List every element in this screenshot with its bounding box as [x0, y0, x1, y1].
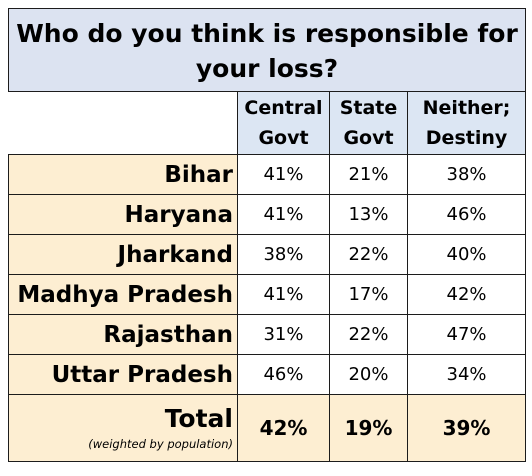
total-label-cell: Total (weighted by population): [8, 394, 238, 462]
value-cell-state-govt: 22%: [329, 234, 408, 275]
table-row: Uttar Pradesh 46% 20% 34%: [8, 354, 527, 395]
row-label: Haryana: [8, 194, 238, 235]
table-row: Haryana 41% 13% 46%: [8, 194, 527, 235]
total-value-central-govt: 42%: [237, 394, 330, 462]
table-row: Rajasthan 31% 22% 47%: [8, 314, 527, 355]
table-row: Bihar 41% 21% 38%: [8, 154, 527, 195]
value-cell-neither-destiny: 42%: [406, 274, 527, 315]
title-row: Who do you think is responsible for your…: [7, 8, 527, 92]
row-label: Madhya Pradesh: [8, 274, 238, 315]
total-note: (weighted by population): [88, 437, 233, 451]
value-cell-neither-destiny: 40%: [406, 234, 527, 275]
value-cell-central-govt: 41%: [237, 274, 330, 315]
value-cell-central-govt: 41%: [237, 194, 330, 235]
value-cell-neither-destiny: 38%: [406, 154, 527, 195]
total-label: Total: [164, 404, 233, 433]
value-cell-central-govt: 41%: [237, 154, 330, 195]
row-label: Jharkand: [8, 234, 238, 275]
header-corner: [8, 91, 238, 155]
column-header-state-govt: State Govt: [329, 91, 408, 155]
table-row: Jharkand 38% 22% 40%: [8, 234, 527, 275]
row-label: Bihar: [8, 154, 238, 195]
value-cell-state-govt: 20%: [329, 354, 408, 395]
table-title: Who do you think is responsible for your…: [7, 8, 527, 92]
table-row: Madhya Pradesh 41% 17% 42%: [8, 274, 527, 315]
total-row: Total (weighted by population) 42% 19% 3…: [8, 394, 527, 462]
row-label: Rajasthan: [8, 314, 238, 355]
value-cell-central-govt: 46%: [237, 354, 330, 395]
value-cell-central-govt: 38%: [237, 234, 330, 275]
column-header-line1: State: [339, 97, 398, 119]
survey-table: Who do you think is responsible for your…: [7, 8, 527, 462]
column-header-central-govt: Central Govt: [237, 91, 330, 155]
value-cell-neither-destiny: 46%: [406, 194, 527, 235]
value-cell-state-govt: 22%: [329, 314, 408, 355]
row-label: Uttar Pradesh: [8, 354, 238, 395]
column-header-line1: Central: [244, 97, 323, 119]
total-value-neither-destiny: 39%: [406, 394, 527, 462]
value-cell-neither-destiny: 47%: [406, 314, 527, 355]
value-cell-state-govt: 21%: [329, 154, 408, 195]
value-cell-state-govt: 13%: [329, 194, 408, 235]
column-header-neither-destiny: Neither; Destiny: [406, 91, 527, 155]
total-value-state-govt: 19%: [329, 394, 408, 462]
column-header-line1: Neither;: [422, 97, 511, 119]
column-header-line2: Govt: [343, 127, 394, 149]
value-cell-central-govt: 31%: [237, 314, 330, 355]
value-cell-neither-destiny: 34%: [406, 354, 527, 395]
column-header-line2: Destiny: [425, 127, 508, 149]
column-header-line2: Govt: [258, 127, 309, 149]
column-header-row: Central Govt State Govt Neither; Destiny: [8, 91, 527, 155]
value-cell-state-govt: 17%: [329, 274, 408, 315]
